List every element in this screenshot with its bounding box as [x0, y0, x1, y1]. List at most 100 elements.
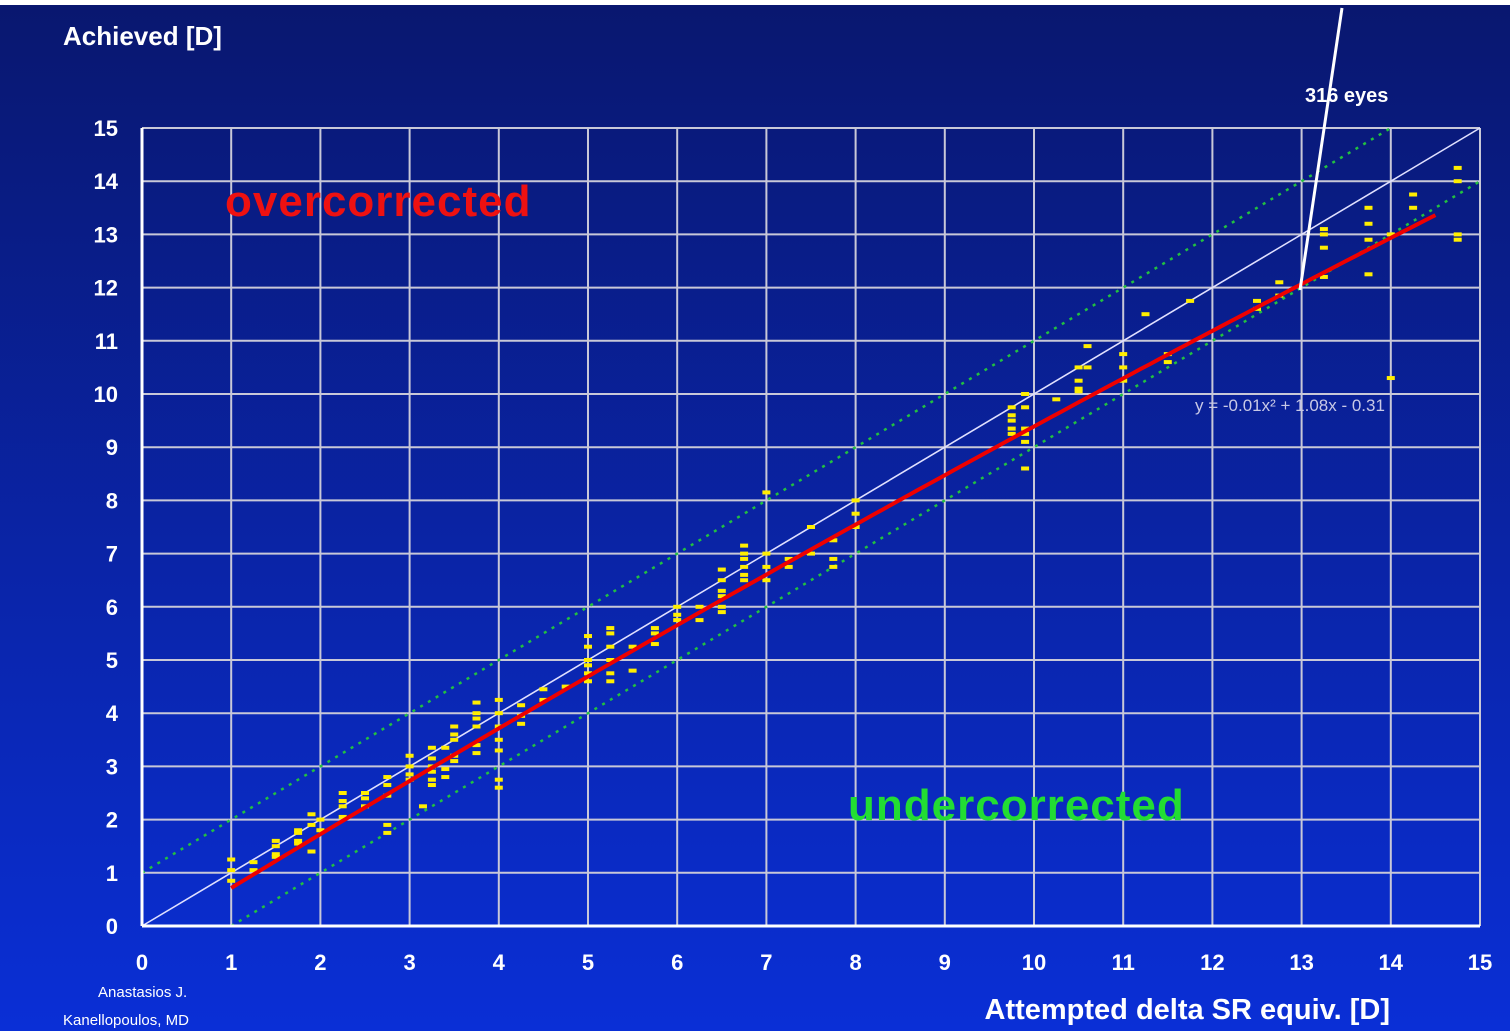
data-point-16	[316, 817, 325, 822]
data-point-69	[584, 644, 592, 649]
x-tick-label-6: 6	[671, 950, 683, 975]
data-point-115	[851, 525, 860, 529]
data-point-105	[762, 578, 771, 583]
y-tick-label-14: 14	[94, 169, 119, 194]
data-point-99	[740, 543, 749, 548]
data-point-24	[361, 796, 369, 801]
data-point-36	[427, 777, 436, 782]
data-point-113	[851, 511, 860, 516]
data-point-159	[1453, 179, 1462, 184]
x-tick-label-5: 5	[582, 950, 594, 975]
data-point-154	[1386, 232, 1395, 237]
data-point-93	[717, 578, 726, 583]
eye-count-label: 316 eyes	[1305, 85, 1388, 107]
y-tick-label-10: 10	[94, 382, 118, 407]
data-point-73	[584, 658, 592, 662]
data-point-65	[539, 687, 548, 692]
data-point-55	[494, 697, 503, 702]
data-point-160	[1453, 165, 1462, 170]
data-point-139	[1163, 360, 1172, 365]
y-tick-label-3: 3	[106, 754, 118, 779]
credit-line-1: Anastasios J.	[98, 984, 187, 1001]
data-point-131	[1074, 386, 1083, 391]
data-point-129	[1074, 378, 1083, 383]
data-point-109	[807, 551, 815, 556]
data-point-85	[673, 618, 682, 623]
data-point-81	[628, 644, 637, 649]
y-tick-label-0: 0	[106, 914, 118, 939]
x-tick-labels: 0 1 2 3 4 5 6 7 8 9 10 11 12 13 14 15	[136, 950, 1492, 975]
axes	[140, 128, 1480, 928]
data-point-101	[740, 572, 749, 577]
data-point-64	[517, 721, 526, 726]
data-point-3	[249, 868, 258, 873]
data-point-9	[294, 838, 303, 843]
data-point-136	[1119, 352, 1128, 357]
y-tick-label-6: 6	[106, 595, 118, 620]
data-point-49	[472, 751, 481, 756]
data-points	[227, 165, 1462, 883]
x-tick-label-0: 0	[136, 950, 148, 975]
data-point-67	[561, 684, 570, 689]
data-point-140	[1186, 298, 1195, 303]
data-point-18	[338, 804, 347, 809]
data-point-48	[450, 759, 459, 764]
data-point-123	[1021, 426, 1030, 431]
credit-line-2: Kanellopoulos, MD	[63, 1012, 189, 1029]
data-point-68	[584, 663, 592, 668]
data-point-56	[494, 711, 503, 716]
data-point-72	[584, 671, 592, 676]
data-point-29	[383, 822, 392, 827]
data-point-77	[606, 671, 615, 676]
data-point-147	[1319, 232, 1328, 237]
data-point-142	[1253, 298, 1261, 303]
data-point-137	[1141, 312, 1150, 317]
y-axis-title: Achieved [D]	[63, 21, 222, 51]
data-point-108	[807, 525, 815, 529]
data-point-111	[829, 564, 838, 569]
data-point-78	[606, 679, 615, 684]
data-point-114	[851, 498, 860, 503]
data-point-5	[271, 844, 280, 849]
data-point-43	[441, 745, 450, 750]
data-point-124	[1021, 405, 1030, 410]
data-point-42	[441, 767, 450, 772]
data-point-79	[606, 626, 615, 631]
data-point-153	[1386, 376, 1395, 381]
data-point-117	[1007, 418, 1016, 423]
y-tick-label-11: 11	[95, 329, 118, 354]
data-point-14	[307, 822, 316, 827]
data-point-134	[1119, 365, 1128, 370]
overcorrected-label: overcorrected	[225, 177, 531, 226]
data-point-17	[316, 828, 325, 833]
x-tick-label-12: 12	[1200, 950, 1224, 975]
data-point-145	[1319, 274, 1328, 279]
data-point-97	[740, 564, 749, 569]
fit-curve-line	[230, 213, 1437, 890]
data-point-121	[1021, 466, 1030, 471]
data-point-95	[717, 604, 726, 609]
data-point-125	[1021, 392, 1030, 396]
data-point-102	[762, 564, 771, 569]
data-point-31	[405, 764, 414, 769]
data-point-152	[1364, 205, 1373, 210]
data-point-156	[1409, 192, 1418, 197]
y-tick-label-8: 8	[106, 488, 118, 513]
data-point-151	[1364, 221, 1373, 226]
data-point-158	[1453, 232, 1462, 237]
data-point-96	[740, 578, 749, 583]
data-point-40	[427, 783, 436, 788]
data-point-150	[1364, 237, 1373, 242]
data-point-107	[784, 556, 793, 561]
data-point-44	[450, 737, 459, 742]
data-point-92	[717, 588, 726, 593]
data-point-122	[1021, 439, 1030, 444]
data-point-23	[361, 791, 369, 795]
data-point-50	[472, 724, 481, 729]
data-point-112	[829, 556, 838, 561]
data-point-149	[1364, 272, 1373, 277]
data-point-157	[1453, 237, 1462, 242]
data-point-88	[695, 604, 704, 609]
data-point-106	[784, 564, 793, 569]
